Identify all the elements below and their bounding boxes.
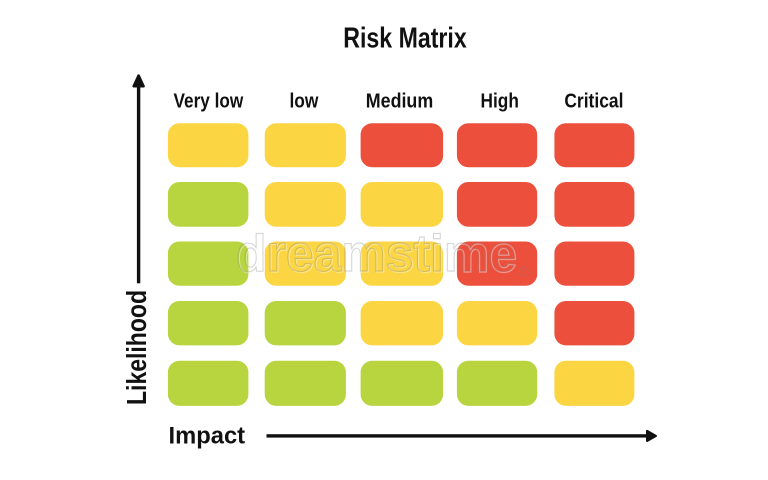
svg-text:Likelihood: Likelihood	[121, 290, 152, 405]
svg-text:Very low: Very low	[174, 91, 244, 113]
svg-text:Medium: Medium	[366, 91, 433, 113]
svg-text:Risk Matrix: Risk Matrix	[343, 22, 466, 54]
svg-text:dreamstime: dreamstime	[237, 226, 517, 284]
svg-text:low: low	[289, 91, 318, 113]
svg-text:dreamstime: dreamstime	[236, 225, 516, 283]
svg-text:Critical: Critical	[564, 91, 623, 113]
svg-text:High: High	[481, 91, 519, 113]
svg-text:Impact: Impact	[169, 422, 246, 449]
